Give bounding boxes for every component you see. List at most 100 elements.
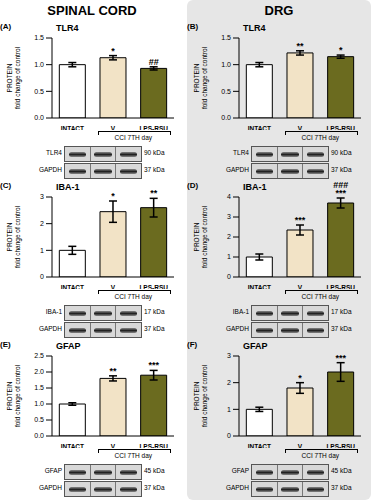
- html-text:37 kDa: 37 kDa: [144, 325, 165, 332]
- svg-text:0.5: 0.5: [34, 88, 44, 95]
- svg-text:INTACT: INTACT: [61, 284, 84, 289]
- html-text:GFAP: GFAP: [56, 341, 81, 351]
- svg-text:2: 2: [227, 379, 231, 386]
- html-text:(D): (D): [187, 181, 199, 190]
- svg-text:LPS-RSU: LPS-RSU: [139, 443, 168, 448]
- svg-text:0.0: 0.0: [221, 114, 231, 121]
- svg-text:LPS-RSU: LPS-RSU: [326, 443, 355, 448]
- html-text:TLR4: TLR4: [46, 149, 62, 156]
- svg-text:INTACT: INTACT: [61, 125, 84, 130]
- html-text:IBA-1: IBA-1: [243, 182, 267, 192]
- html-text:37 kDa: 37 kDa: [331, 325, 352, 332]
- svg-text:0: 0: [227, 432, 231, 439]
- svg-text:**: **: [109, 366, 117, 376]
- svg-text:V: V: [298, 443, 303, 448]
- svg-text:*: *: [339, 45, 343, 55]
- svg-text:2: 2: [227, 233, 231, 240]
- html-text:(F): (F): [187, 340, 198, 349]
- svg-text:*: *: [111, 191, 115, 201]
- svg-text:###: ###: [333, 181, 348, 190]
- svg-text:*: *: [111, 46, 115, 56]
- html-text:GAPDH: GAPDH: [225, 166, 249, 173]
- html-text:SPINAL CORD: SPINAL CORD: [47, 3, 137, 18]
- svg-text:0.5: 0.5: [221, 88, 231, 95]
- svg-text:LPS-RSU: LPS-RSU: [326, 284, 355, 289]
- svg-text:***: ***: [148, 360, 159, 370]
- svg-text:##: ##: [149, 57, 159, 67]
- svg-text:1.0: 1.0: [34, 61, 44, 68]
- svg-text:0: 0: [227, 273, 231, 280]
- html-text:GFAP: GFAP: [243, 341, 268, 351]
- svg-text:***: ***: [295, 215, 306, 225]
- svg-text:**: **: [150, 188, 158, 198]
- svg-text:INTACT: INTACT: [248, 284, 271, 289]
- html-text:IBA-1: IBA-1: [232, 308, 249, 315]
- html-text:IBA-1: IBA-1: [45, 308, 62, 315]
- svg-text:**: **: [296, 41, 304, 51]
- html-text:fold change of control: fold change of control: [201, 46, 208, 110]
- svg-text:***: ***: [335, 353, 346, 363]
- html-text:90 kDa: 90 kDa: [331, 149, 352, 156]
- html-text:CCI 7TH day: CCI 7TH day: [301, 134, 340, 141]
- html-text:fold change of control: fold change of control: [201, 205, 208, 269]
- svg-text:LPS-RSU: LPS-RSU: [326, 125, 355, 130]
- svg-text:2.0: 2.0: [34, 368, 44, 375]
- html-text:TLR4: TLR4: [56, 23, 79, 33]
- svg-text:1.5: 1.5: [221, 34, 231, 41]
- svg-text:0.5: 0.5: [34, 416, 44, 423]
- html-text:(C): (C): [0, 181, 12, 190]
- svg-text:3: 3: [40, 193, 44, 200]
- html-text:fold change of control: fold change of control: [14, 46, 21, 110]
- html-text:fold change of control: fold change of control: [14, 205, 21, 269]
- html-text:90 kDa: 90 kDa: [144, 149, 165, 156]
- html-text:(B): (B): [187, 22, 199, 31]
- svg-text:INTACT: INTACT: [248, 443, 271, 448]
- html-text:(E): (E): [0, 340, 11, 349]
- html-text:17 kDa: 17 kDa: [331, 308, 352, 315]
- svg-text:1.0: 1.0: [34, 400, 44, 407]
- svg-text:LPS-RSU: LPS-RSU: [139, 125, 168, 130]
- svg-text:0: 0: [40, 273, 44, 280]
- html-text:CCI 7TH day: CCI 7TH day: [114, 134, 153, 141]
- svg-text:V: V: [298, 284, 303, 289]
- svg-text:V: V: [111, 443, 116, 448]
- html-text:TLR4: TLR4: [233, 149, 249, 156]
- svg-text:3: 3: [227, 213, 231, 220]
- svg-text:V: V: [298, 125, 303, 130]
- svg-text:2: 2: [40, 220, 44, 227]
- html-text:PROTEIN: PROTEIN: [193, 222, 200, 252]
- html-text:PROTEIN: PROTEIN: [6, 381, 13, 411]
- svg-text:1: 1: [40, 247, 44, 254]
- svg-text:INTACT: INTACT: [248, 125, 271, 130]
- svg-text:0.0: 0.0: [34, 432, 44, 439]
- html-text:CCI 7TH day: CCI 7TH day: [114, 293, 153, 300]
- svg-text:LPS-RSU: LPS-RSU: [139, 284, 168, 289]
- html-text:(A): (A): [0, 22, 12, 31]
- html-text:PROTEIN: PROTEIN: [6, 63, 13, 93]
- svg-text:*: *: [298, 373, 302, 383]
- svg-text:0.0: 0.0: [34, 114, 44, 121]
- svg-text:V: V: [111, 284, 116, 289]
- html-text:PROTEIN: PROTEIN: [6, 222, 13, 252]
- svg-text:1.5: 1.5: [34, 34, 44, 41]
- html-text:GAPDH: GAPDH: [38, 166, 62, 173]
- svg-text:3: 3: [227, 352, 231, 359]
- html-text:TLR4: TLR4: [243, 23, 266, 33]
- svg-text:INTACT: INTACT: [61, 443, 84, 448]
- svg-text:1: 1: [227, 406, 231, 413]
- html-text:37 kDa: 37 kDa: [331, 166, 352, 173]
- svg-text:1.5: 1.5: [34, 384, 44, 391]
- html-text:17 kDa: 17 kDa: [144, 308, 165, 315]
- html-text:IBA-1: IBA-1: [56, 182, 80, 192]
- html-text:37 kDa: 37 kDa: [144, 166, 165, 173]
- svg-text:V: V: [111, 125, 116, 130]
- html-text:CCI 7TH day: CCI 7TH day: [301, 293, 340, 300]
- svg-text:4: 4: [227, 193, 231, 200]
- svg-text:1: 1: [227, 253, 231, 260]
- html-text:GAPDH: GAPDH: [225, 325, 249, 332]
- svg-text:1.0: 1.0: [221, 61, 231, 68]
- svg-text:2.5: 2.5: [34, 352, 44, 359]
- html-text:DRG: DRG: [264, 3, 294, 18]
- html-text:PROTEIN: PROTEIN: [193, 63, 200, 93]
- html-text:GAPDH: GAPDH: [38, 325, 62, 332]
